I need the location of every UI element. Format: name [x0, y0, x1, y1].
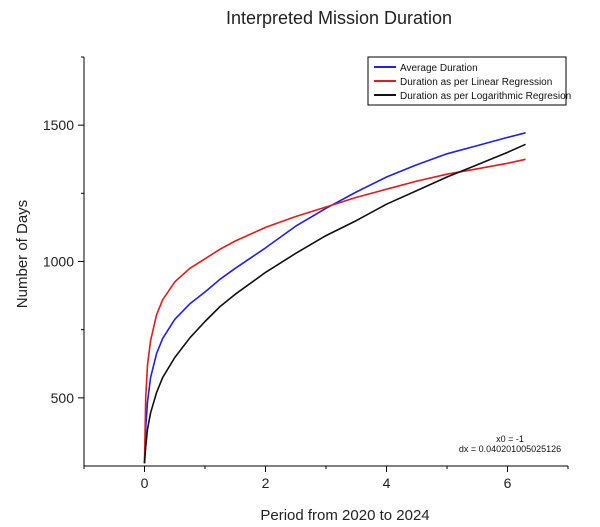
legend: Average Duration Duration as per Linear R… [367, 56, 571, 106]
ticks-layer: 0 2 4 6 500 1000 1500 [43, 56, 569, 491]
axes-layer [83, 57, 568, 467]
x-tick-label: 2 [262, 475, 270, 491]
series-line-0 [143, 132, 526, 464]
annotation-1: dx = 0.040201005025126 [459, 444, 561, 454]
annotation-0: x0 = -1 [496, 434, 524, 444]
series-line-1 [143, 158, 526, 464]
x-axis-label: Period from 2020 to 2024 [260, 507, 429, 524]
x-tick-label: 4 [383, 475, 391, 491]
x-tick-label: 0 [141, 475, 149, 491]
legend-label-0: Average Duration [400, 63, 478, 74]
legend-box [367, 56, 567, 106]
y-tick-label: 1000 [43, 254, 74, 270]
annotations: x0 = -1dx = 0.040201005025126 [459, 434, 561, 454]
y-tick-label: 500 [51, 390, 75, 406]
legend-label-1: Duration as per Linear Regression [400, 77, 552, 88]
x-tick-label: 6 [504, 475, 512, 491]
y-axis-label: Number of Days [14, 200, 31, 308]
legend-label-2: Duration as per Logarithmic Regresion [400, 91, 571, 102]
series-layer [143, 132, 526, 464]
series-line-2 [143, 143, 526, 464]
y-tick-label: 1500 [43, 117, 74, 133]
chart-title: Interpreted Mission Duration [226, 8, 452, 28]
